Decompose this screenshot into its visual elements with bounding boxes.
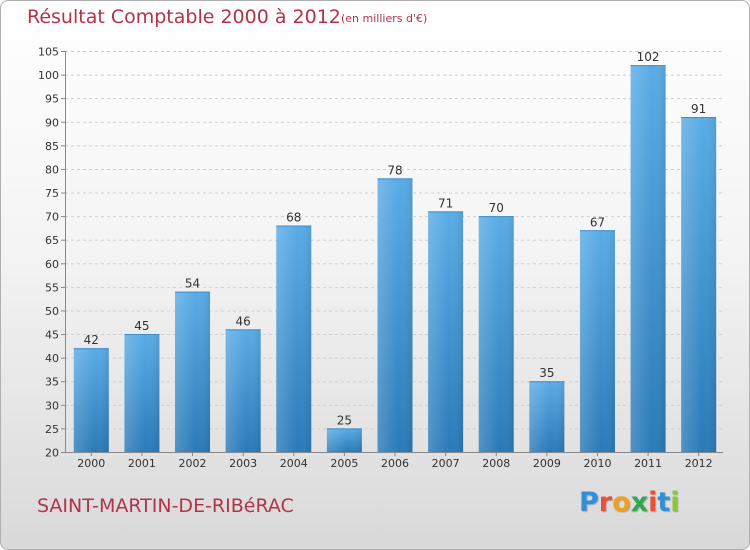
logo-letter: i: [670, 487, 680, 518]
y-tick-label: 75: [45, 187, 59, 200]
label-layer: 42 45 54 46 68 25 78 71 70 35 67 102 91: [84, 50, 707, 427]
x-tick-label: 2002: [179, 457, 207, 470]
y-tick-label: 50: [45, 305, 59, 318]
y-tick-label: 95: [45, 93, 59, 106]
data-label: 70: [489, 201, 504, 215]
bar-shine: [681, 117, 717, 452]
bar-shine: [124, 334, 160, 452]
proxiti-logo: Proxiti: [579, 487, 680, 518]
chart-subtitle: (en milliers d'€): [341, 12, 428, 25]
logo-letter: x: [630, 487, 649, 518]
y-tick-label: 85: [45, 140, 59, 153]
x-tick-label: 2006: [381, 457, 409, 470]
y-tick-label: 25: [45, 423, 59, 436]
bar-shine: [478, 216, 514, 452]
axis-layer: 20 25 30 35 40 45 50 55 60 65 70 75 80 85 90 95 100 105 20…: [38, 46, 723, 470]
data-label: 91: [691, 102, 706, 116]
bar-shine: [428, 211, 464, 452]
data-label: 54: [185, 277, 200, 291]
logo-letter: o: [612, 487, 631, 518]
x-tick-label: 2010: [583, 457, 611, 470]
y-tick-label: 65: [45, 234, 59, 247]
data-label: 68: [286, 211, 301, 225]
x-tick-label: 2008: [482, 457, 510, 470]
data-label: 25: [337, 413, 352, 427]
data-label: 46: [236, 314, 251, 328]
x-tick-label: 2005: [330, 457, 358, 470]
logo-letter: r: [598, 487, 613, 518]
bar-shine: [579, 230, 615, 452]
bar-shine: [225, 329, 261, 452]
bar-shine: [276, 225, 312, 452]
data-label: 102: [637, 50, 660, 64]
y-tick-label: 55: [45, 281, 59, 294]
y-tick-label: 45: [45, 329, 59, 342]
y-tick-label: 70: [45, 211, 59, 224]
data-label: 67: [590, 215, 605, 229]
logo-letter: t: [657, 487, 671, 518]
y-tick-label: 35: [45, 376, 59, 389]
x-tick-label: 2000: [77, 457, 105, 470]
y-tick-label: 20: [45, 447, 59, 460]
y-tick-label: 40: [45, 352, 59, 365]
bar-shine: [630, 65, 666, 452]
chart-title: Résultat Comptable 2000 à 2012: [27, 6, 341, 28]
data-label: 78: [387, 163, 402, 177]
y-tick-label: 30: [45, 399, 59, 412]
x-tick-label: 2004: [280, 457, 308, 470]
commune-name: SAINT-MARTIN-DE-RIBéRAC: [37, 495, 294, 517]
logo-letter: i: [648, 487, 658, 518]
bar-shine: [529, 381, 565, 452]
y-tick-label: 60: [45, 258, 59, 271]
x-tick-label: 2001: [128, 457, 156, 470]
logo-letter: P: [579, 487, 599, 518]
bar-shine: [175, 291, 211, 452]
bar-layer: [73, 65, 717, 452]
x-tick-label: 2011: [634, 457, 662, 470]
data-label: 42: [84, 333, 99, 347]
data-label: 45: [134, 319, 149, 333]
y-tick-label: 80: [45, 163, 59, 176]
x-tick-label: 2003: [229, 457, 257, 470]
y-tick-label: 90: [45, 116, 59, 129]
bar-shine: [73, 348, 109, 452]
y-tick-label: 100: [38, 69, 59, 82]
x-tick-label: 2012: [685, 457, 713, 470]
x-tick-label: 2009: [533, 457, 561, 470]
y-tick-label: 105: [38, 46, 59, 59]
x-tick-label: 2007: [432, 457, 460, 470]
bar-shine: [377, 178, 413, 452]
data-label: 71: [438, 196, 453, 210]
data-label: 35: [539, 366, 554, 380]
bar-shine: [326, 428, 362, 452]
